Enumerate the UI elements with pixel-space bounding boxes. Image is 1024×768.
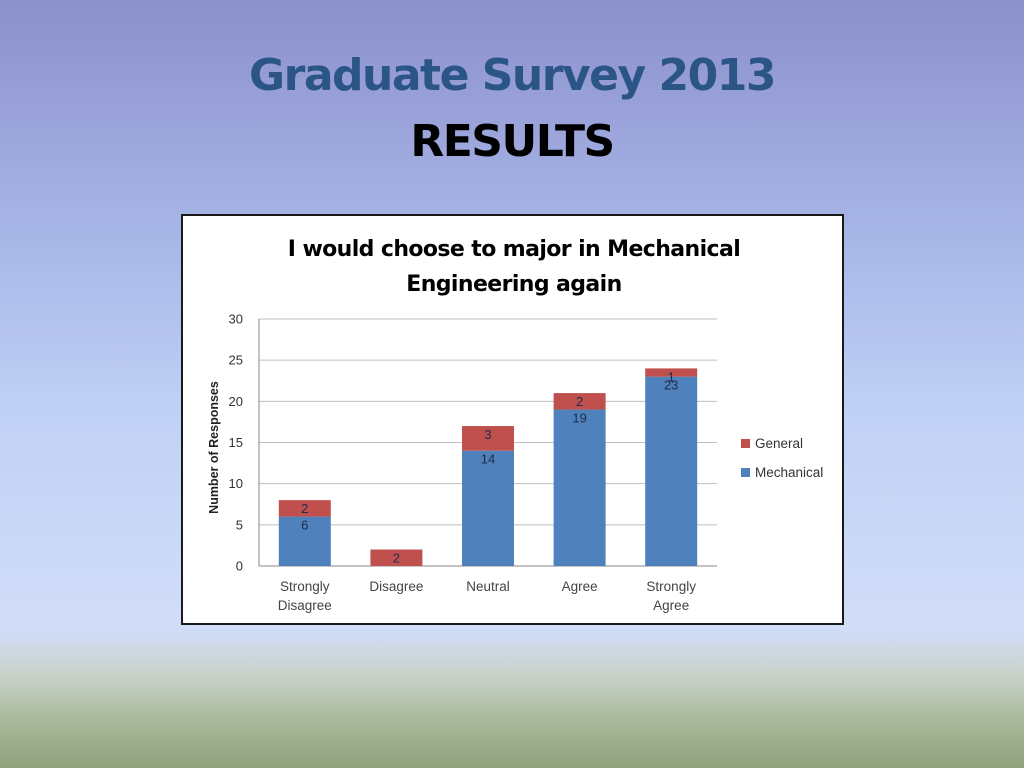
y-tick-label: 20 xyxy=(229,394,243,409)
chart-title: I would choose to major in Mechanical Eng… xyxy=(288,237,741,297)
data-label-mechanical: 23 xyxy=(664,378,678,393)
legend-swatch-general xyxy=(741,439,750,448)
y-tick-label: 0 xyxy=(236,559,243,574)
data-label-general: 3 xyxy=(484,427,491,442)
bar-general-1 xyxy=(370,549,423,566)
y-axis-ticks: 0 5 10 15 20 25 30 xyxy=(229,312,243,574)
x-category-label: Strongly xyxy=(280,579,330,594)
bar-mechanical-3 xyxy=(553,409,606,566)
x-category-label: Agree xyxy=(562,579,598,594)
chart-frame: I would choose to major in Mechanical Eng… xyxy=(181,214,844,625)
y-tick-label: 15 xyxy=(229,435,243,450)
legend-label-general: General xyxy=(755,436,803,451)
data-label-mechanical: 6 xyxy=(301,518,308,533)
legend-swatch-mechanical xyxy=(741,468,750,477)
bar-general-4 xyxy=(645,368,698,377)
legend: General Mechanical xyxy=(741,436,823,480)
data-label-general: 2 xyxy=(393,551,400,566)
bars xyxy=(278,368,698,566)
y-axis-title: Number of Responses xyxy=(207,381,221,514)
y-tick-label: 25 xyxy=(229,353,243,368)
y-tick-label: 5 xyxy=(236,517,243,532)
data-labels: 6 2 2 14 3 19 2 231 xyxy=(301,369,678,565)
legend-label-mechanical: Mechanical xyxy=(755,465,823,480)
data-label-general: 2 xyxy=(301,501,308,516)
bar-general-2 xyxy=(462,426,514,451)
data-label-mechanical: 14 xyxy=(481,452,495,467)
x-category-label: Disagree xyxy=(278,598,332,613)
slide-subtitle: RESULTS xyxy=(410,116,615,167)
bar-general-0 xyxy=(278,500,331,517)
chart-title-line-0: I would choose to major in Mechanical xyxy=(288,237,740,262)
chart-title-line-1: Engineering again xyxy=(406,272,621,297)
x-category-label: Neutral xyxy=(466,579,510,594)
x-category-label: Strongly xyxy=(646,579,696,594)
x-category-label: Agree xyxy=(653,598,689,613)
y-tick-label: 30 xyxy=(229,312,243,327)
bar-mechanical-2 xyxy=(462,450,514,566)
y-axis-title-text: Number of Responses xyxy=(207,381,221,514)
data-label-general: 1 xyxy=(668,369,675,384)
data-label-general: 2 xyxy=(576,394,583,409)
slide-title: Graduate Survey 2013 xyxy=(249,50,776,101)
bar-mechanical-4 xyxy=(645,376,698,566)
bar-general-3 xyxy=(553,393,606,410)
data-label-mechanical: 19 xyxy=(572,411,586,426)
bar-mechanical-0 xyxy=(278,516,331,566)
y-tick-label: 10 xyxy=(229,476,243,491)
bar-chart: I would choose to major in Mechanical Eng… xyxy=(207,237,823,613)
x-axis-categories: Strongly Disagree Disagree Neutral Agree Stro… xyxy=(278,579,696,613)
x-category-label: Disagree xyxy=(369,579,423,594)
